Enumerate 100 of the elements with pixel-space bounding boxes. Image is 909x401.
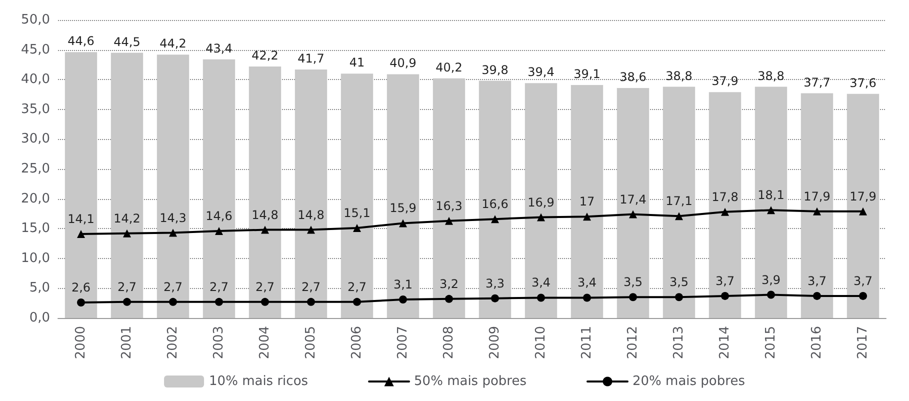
point	[721, 292, 729, 300]
legend-label: 50% mais pobres	[414, 374, 527, 389]
data-label: 38,8	[666, 68, 692, 83]
data-label: 39,8	[482, 62, 508, 77]
data-label: 16,9	[528, 195, 554, 210]
x-tick-label: 2001	[120, 326, 134, 360]
y-tick-label: 25,0	[21, 162, 50, 176]
point	[169, 298, 177, 306]
data-label: 2,7	[347, 280, 367, 294]
bar	[846, 94, 880, 318]
data-label: 37,7	[804, 75, 830, 90]
point	[169, 228, 177, 237]
point	[813, 207, 821, 216]
data-label: 17,9	[804, 189, 830, 204]
point	[583, 212, 591, 221]
data-label: 3,1	[393, 278, 413, 292]
point	[307, 226, 315, 234]
point	[445, 216, 453, 225]
x-tick-label: 2005	[304, 326, 318, 360]
data-label: 40,2	[436, 60, 462, 74]
y-tick-label: 50,0	[21, 12, 50, 28]
y-tick-label: 30,0	[21, 132, 50, 147]
point	[215, 226, 223, 235]
data-label: 2,7	[301, 280, 321, 294]
data-label: 2,7	[117, 280, 137, 294]
bar	[156, 54, 190, 318]
data-label: 3,7	[807, 274, 827, 288]
point	[537, 294, 545, 302]
data-label: 17	[579, 194, 595, 209]
data-label: 41	[349, 56, 365, 70]
point	[261, 226, 269, 234]
data-label: 16,6	[482, 197, 508, 212]
data-label: 3,7	[853, 274, 873, 288]
data-label: 42,2	[252, 48, 278, 62]
data-label: 14,3	[160, 210, 186, 225]
bar	[524, 83, 558, 318]
x-tick-label: 2003	[212, 326, 226, 360]
x-tick-label: 2012	[626, 326, 640, 360]
point	[675, 212, 683, 220]
point	[307, 298, 315, 306]
x-tick-label: 2016	[810, 326, 824, 360]
y-tick-label: 15,0	[21, 221, 50, 236]
bar	[432, 78, 466, 318]
data-label: 43,4	[206, 41, 232, 56]
data-label: 17,9	[850, 189, 876, 204]
point	[399, 296, 407, 304]
point	[123, 298, 131, 306]
x-tick-label: 2010	[534, 326, 548, 360]
point	[353, 224, 361, 232]
data-label: 3,5	[669, 275, 689, 290]
bar	[754, 86, 788, 318]
data-label: 39,1	[574, 66, 600, 81]
y-tick-label: 35,0	[21, 102, 50, 117]
data-label: 3,2	[439, 276, 459, 291]
data-label: 18,1	[758, 188, 784, 202]
point	[353, 298, 361, 306]
x-tick-label: 2011	[580, 326, 594, 360]
point	[491, 215, 499, 224]
bar	[800, 93, 834, 318]
x-tick-label: 2009	[488, 326, 502, 360]
data-label: 14,1	[68, 212, 94, 226]
point	[629, 210, 637, 218]
point	[813, 292, 821, 300]
data-label: 16,3	[436, 198, 462, 213]
bar	[64, 52, 98, 318]
point	[123, 229, 131, 238]
data-label: 3,5	[623, 275, 643, 290]
y-tick-label: 10,0	[21, 250, 50, 266]
data-label: 15,9	[390, 201, 416, 216]
x-tick-label: 2006	[350, 326, 364, 360]
data-label: 14,8	[298, 208, 324, 222]
point	[399, 219, 407, 228]
point	[491, 294, 499, 302]
bar	[340, 74, 374, 318]
data-label: 2,7	[163, 280, 183, 294]
x-tick-label: 2004	[258, 326, 272, 360]
bar	[248, 66, 282, 318]
point	[721, 208, 729, 216]
x-tick-label: 2017	[856, 326, 870, 360]
point	[629, 293, 637, 302]
data-label: 38,6	[620, 70, 646, 84]
data-label: 17,8	[712, 190, 738, 204]
x-tick-label: 2000	[74, 326, 88, 360]
data-label: 41,7	[298, 51, 324, 66]
data-label: 2,6	[71, 280, 91, 295]
data-label: 44,2	[160, 36, 186, 51]
point	[77, 230, 85, 238]
bar	[662, 86, 696, 318]
data-label: 44,5	[114, 34, 140, 49]
data-label: 2,7	[209, 280, 229, 294]
data-label: 40,9	[390, 56, 416, 70]
legend-label: 20% mais pobres	[632, 374, 746, 389]
data-label: 39,4	[528, 65, 554, 80]
point	[583, 294, 591, 302]
data-label: 3,4	[577, 276, 597, 290]
x-tick-label: 2002	[166, 326, 180, 360]
bar	[202, 59, 236, 318]
data-label: 14,2	[114, 211, 140, 226]
bar	[294, 69, 328, 318]
bar	[478, 80, 512, 318]
